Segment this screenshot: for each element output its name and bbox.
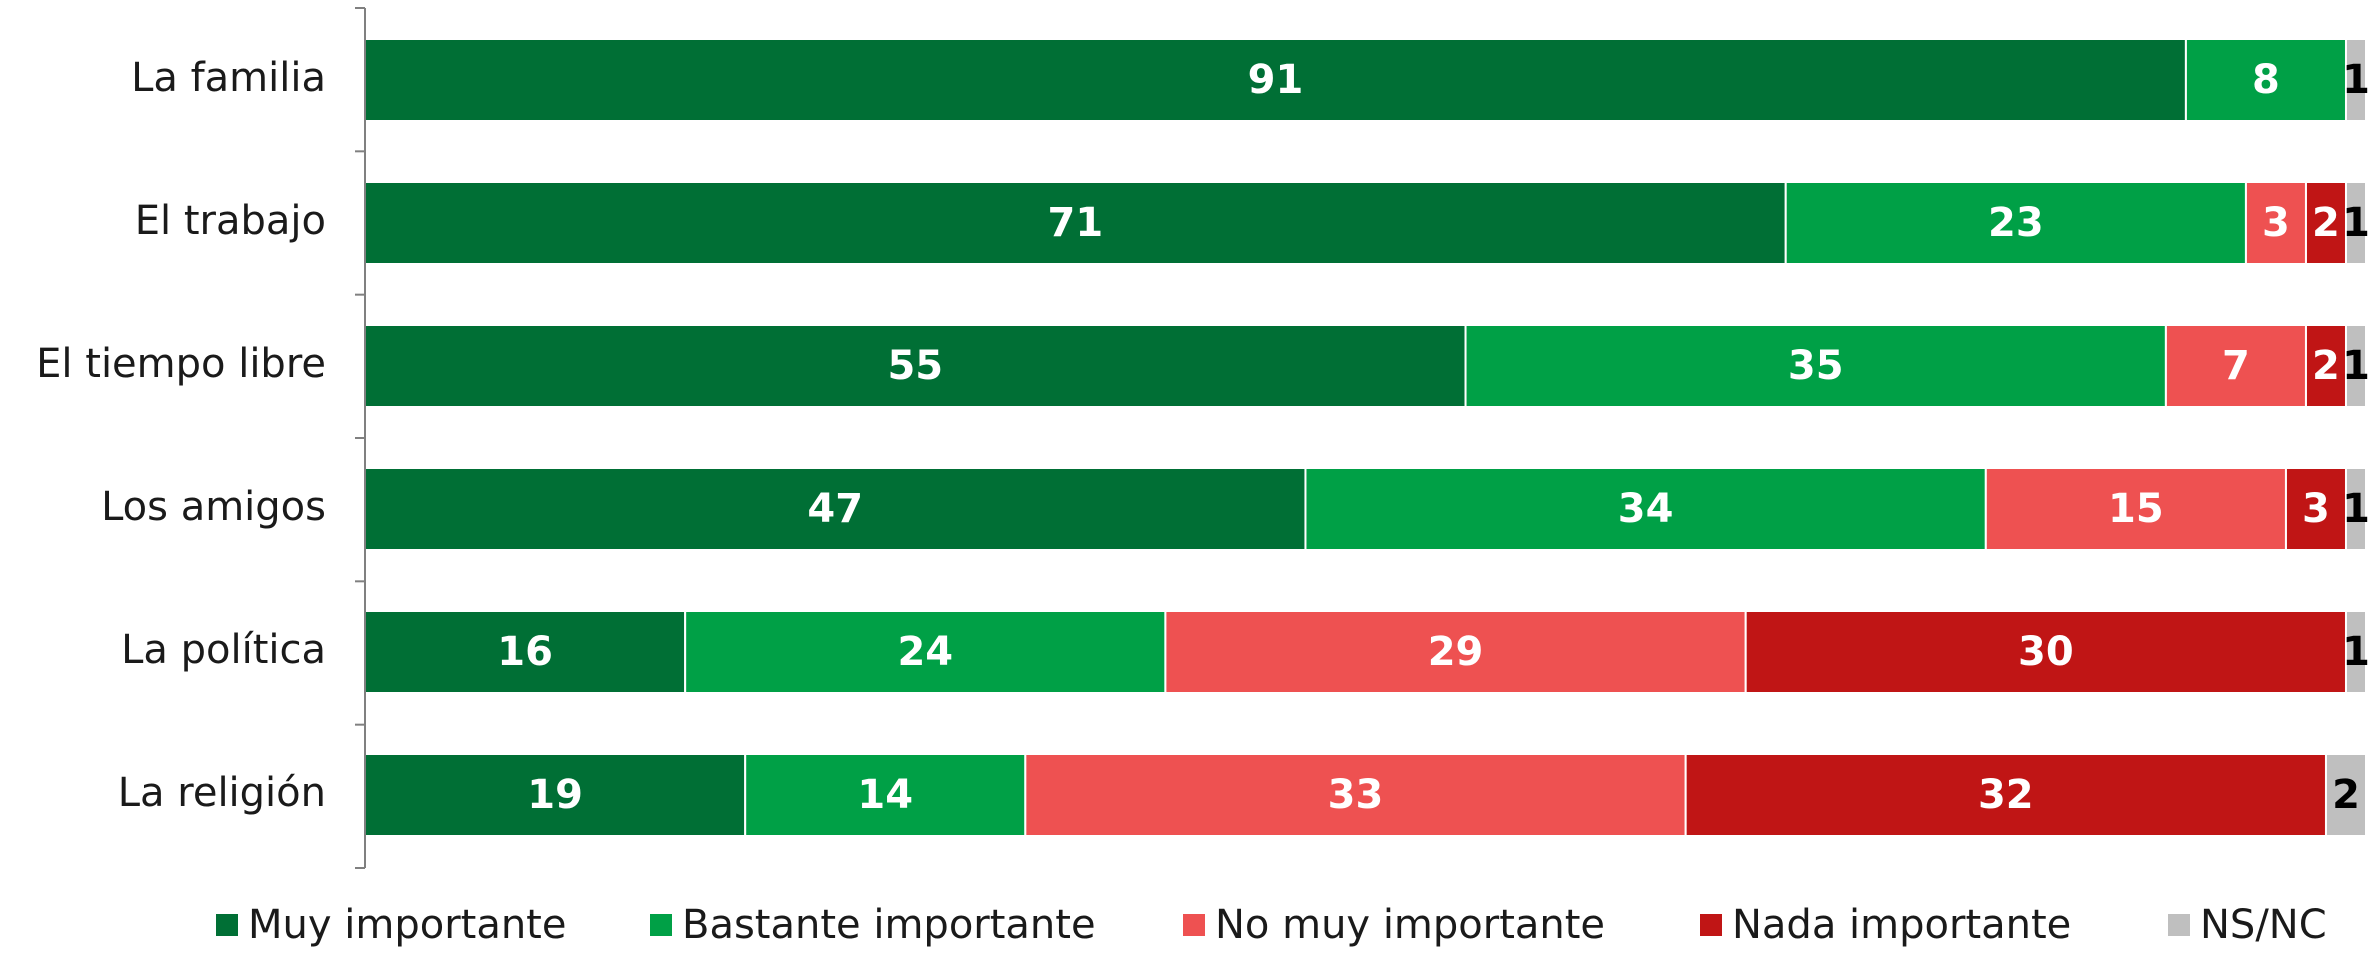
value-label-la-religion-no-muy-importante: 33	[1328, 772, 1384, 818]
bar-el-tiempo-libre-no-muy-importante	[2164, 324, 2307, 408]
category-label-el-trabajo: El trabajo	[135, 198, 326, 244]
legend-label-nada-importante: Nada importante	[1732, 902, 2071, 948]
value-label-los-amigos-bastante-importante: 34	[1618, 486, 1674, 532]
value-label-el-tiempo-libre-bastante-importante: 35	[1788, 343, 1844, 389]
bar-la-familia-bastante-importante	[2184, 38, 2347, 122]
legend-label-bastante-importante: Bastante importante	[682, 902, 1096, 948]
value-label-la-politica-muy-importante: 16	[497, 629, 553, 675]
category-label-el-tiempo-libre: El tiempo libre	[36, 341, 326, 387]
value-label-los-amigos-nada-importante: 3	[2302, 486, 2330, 532]
legend-swatch-ns-nc	[2168, 914, 2190, 936]
bar-el-tiempo-libre-ns-nc	[2344, 324, 2367, 408]
bar-la-religion-muy-importante	[364, 753, 747, 837]
bar-la-familia-muy-importante	[364, 38, 2187, 122]
value-label-los-amigos-no-muy-importante: 15	[2108, 486, 2164, 532]
bar-la-politica-no-muy-importante	[1164, 610, 1747, 694]
value-label-el-trabajo-nada-importante: 2	[2312, 200, 2340, 246]
value-label-la-politica-ns-nc: 1	[2342, 629, 2370, 675]
bar-el-trabajo-no-muy-importante	[2244, 181, 2307, 265]
bar-el-tiempo-libre-muy-importante	[364, 324, 1467, 408]
bars-layer	[364, 38, 2367, 837]
value-label-los-amigos-muy-importante: 47	[807, 486, 863, 532]
bar-el-trabajo-nada-importante	[2304, 181, 2347, 265]
bar-el-trabajo-muy-importante	[364, 181, 1787, 265]
category-label-la-religion: La religión	[118, 770, 326, 816]
bar-la-religion-ns-nc	[2324, 753, 2367, 837]
value-label-el-tiempo-libre-muy-importante: 55	[887, 343, 943, 389]
legend-label-no-muy-importante: No muy importante	[1215, 902, 1605, 948]
value-label-la-familia-muy-importante: 91	[1248, 57, 1304, 103]
legend-swatch-bastante-importante	[650, 914, 672, 936]
value-label-el-trabajo-ns-nc: 1	[2342, 200, 2370, 246]
axis-layer	[355, 7, 366, 869]
legend-label-ns-nc: NS/NC	[2200, 902, 2327, 948]
bar-la-religion-no-muy-importante	[1024, 753, 1687, 837]
legend-label-muy-importante: Muy importante	[248, 902, 566, 948]
legend-swatch-no-muy-importante	[1183, 914, 1205, 936]
value-label-la-politica-bastante-importante: 24	[897, 629, 953, 675]
value-label-el-tiempo-libre-nada-importante: 2	[2312, 343, 2340, 389]
bar-la-religion-bastante-importante	[744, 753, 1027, 837]
value-label-el-trabajo-bastante-importante: 23	[1988, 200, 2044, 246]
bar-el-tiempo-libre-nada-importante	[2304, 324, 2347, 408]
value-label-la-religion-nada-importante: 32	[1978, 772, 2034, 818]
bar-los-amigos-ns-nc	[2344, 467, 2367, 551]
category-label-la-familia: La familia	[131, 55, 326, 101]
value-label-la-politica-no-muy-importante: 29	[1428, 629, 1484, 675]
category-label-la-politica: La política	[121, 627, 326, 673]
value-label-los-amigos-ns-nc: 1	[2342, 486, 2370, 532]
bar-la-familia-ns-nc	[2344, 38, 2367, 122]
bar-la-politica-muy-importante	[364, 610, 687, 694]
value-label-el-trabajo-no-muy-importante: 3	[2262, 200, 2290, 246]
value-label-la-familia-bastante-importante: 8	[2252, 57, 2280, 103]
bar-la-politica-ns-nc	[2344, 610, 2367, 694]
value-label-la-religion-bastante-importante: 14	[857, 772, 913, 818]
value-label-la-politica-nada-importante: 30	[2018, 629, 2074, 675]
value-label-el-tiempo-libre-ns-nc: 1	[2342, 343, 2370, 389]
labels-layer: La familia 91 8 1El trabajo 71 23 3 2 1El tiempo…	[36, 55, 2370, 818]
value-label-la-familia-ns-nc: 1	[2342, 57, 2370, 103]
value-label-la-religion-ns-nc: 2	[2332, 772, 2360, 818]
category-label-los-amigos: Los amigos	[101, 484, 326, 530]
value-label-el-tiempo-libre-no-muy-importante: 7	[2222, 343, 2250, 389]
bar-la-politica-nada-importante	[1744, 610, 2347, 694]
legend-swatch-nada-importante	[1700, 914, 1722, 936]
legend-swatch-muy-importante	[216, 914, 238, 936]
value-label-el-trabajo-muy-importante: 71	[1048, 200, 1104, 246]
value-label-la-religion-muy-importante: 19	[527, 772, 583, 818]
legend: Muy importante Bastante importante No muy …	[216, 902, 2327, 948]
bar-el-trabajo-ns-nc	[2344, 181, 2367, 265]
bar-los-amigos-muy-importante	[364, 467, 1307, 551]
bar-la-politica-bastante-importante	[684, 610, 1167, 694]
bar-los-amigos-no-muy-importante	[1984, 467, 2287, 551]
bar-el-tiempo-libre-bastante-importante	[1464, 324, 2167, 408]
bar-el-trabajo-bastante-importante	[1784, 181, 2247, 265]
